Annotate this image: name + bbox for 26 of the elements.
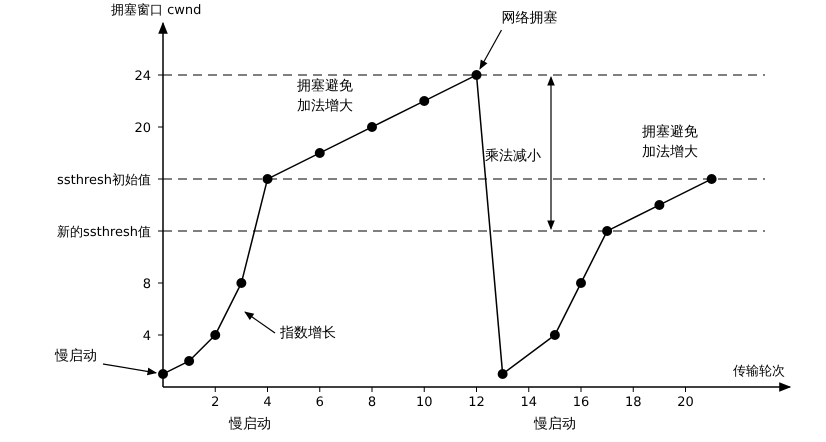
x-tick-label: 16 <box>572 395 590 410</box>
x-tick-label: 4 <box>263 395 272 410</box>
x-tick-label: 6 <box>316 395 324 410</box>
y-tick-label: ssthresh初始值 <box>57 173 151 188</box>
y-axis-title: 拥塞窗口 cwnd <box>111 2 202 18</box>
annotation: 拥塞避免加法增大 <box>642 124 698 160</box>
x-tick-label: 18 <box>624 395 642 410</box>
y-tick-label: 8 <box>142 277 151 292</box>
y-tick-label: 新的ssthresh值 <box>57 225 151 240</box>
annotation: 慢启动 <box>55 348 97 364</box>
x-axis-title: 传输轮次 <box>733 364 785 379</box>
x-tick-label: 10 <box>416 395 433 410</box>
annotation: 网络拥塞 <box>502 10 558 26</box>
y-tick-label: 24 <box>134 69 151 84</box>
annotation: 乘法减小 <box>485 148 541 164</box>
annotation: 指数增长 <box>280 325 336 341</box>
annotation: 拥塞避免加法增大 <box>297 78 353 114</box>
x-tick-label: 12 <box>468 395 485 410</box>
y-tick-label: 20 <box>134 121 151 136</box>
annotation: 慢启动 <box>229 416 271 432</box>
annotation: 慢启动 <box>534 416 576 432</box>
x-tick-label: 20 <box>677 395 694 410</box>
y-tick-label: 4 <box>142 329 151 344</box>
x-tick-label: 2 <box>211 395 220 410</box>
x-tick-label: 8 <box>368 395 376 410</box>
x-tick-label: 14 <box>520 395 538 410</box>
